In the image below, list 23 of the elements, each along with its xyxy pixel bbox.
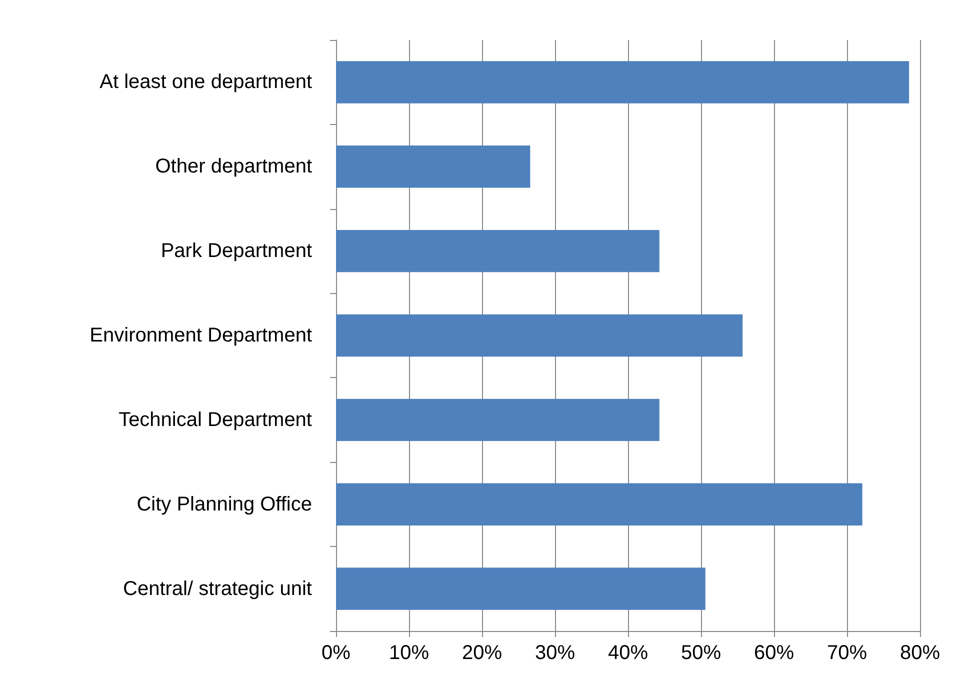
x-tick-label: 40%	[608, 642, 648, 664]
y-tick-label: Environment Department	[90, 324, 312, 346]
bar	[336, 230, 660, 272]
x-tick-label: 50%	[680, 642, 722, 664]
x-tick-label: 30%	[534, 642, 576, 664]
y-tick-label: Other department	[155, 156, 312, 178]
y-tick-label: Central/ strategic unit	[123, 578, 312, 600]
y-tick-label: At least one department	[100, 71, 312, 94]
x-tick-label: 20%	[462, 642, 502, 664]
bar	[336, 483, 862, 526]
bar	[336, 568, 706, 610]
bar	[336, 146, 530, 188]
x-tick-label: 10%	[388, 642, 430, 664]
y-tick-label: Park Department	[160, 240, 312, 262]
x-tick-label: 70%	[826, 642, 868, 664]
y-tick-label: City Planning Office	[136, 493, 312, 516]
bar	[336, 398, 660, 442]
bar	[336, 61, 910, 104]
x-tick-label: 0%	[322, 642, 351, 664]
bar	[336, 314, 743, 357]
y-tick-label: Technical Department	[118, 408, 312, 431]
x-tick-label: 80%	[900, 642, 940, 664]
x-tick-label: 60%	[754, 642, 794, 664]
